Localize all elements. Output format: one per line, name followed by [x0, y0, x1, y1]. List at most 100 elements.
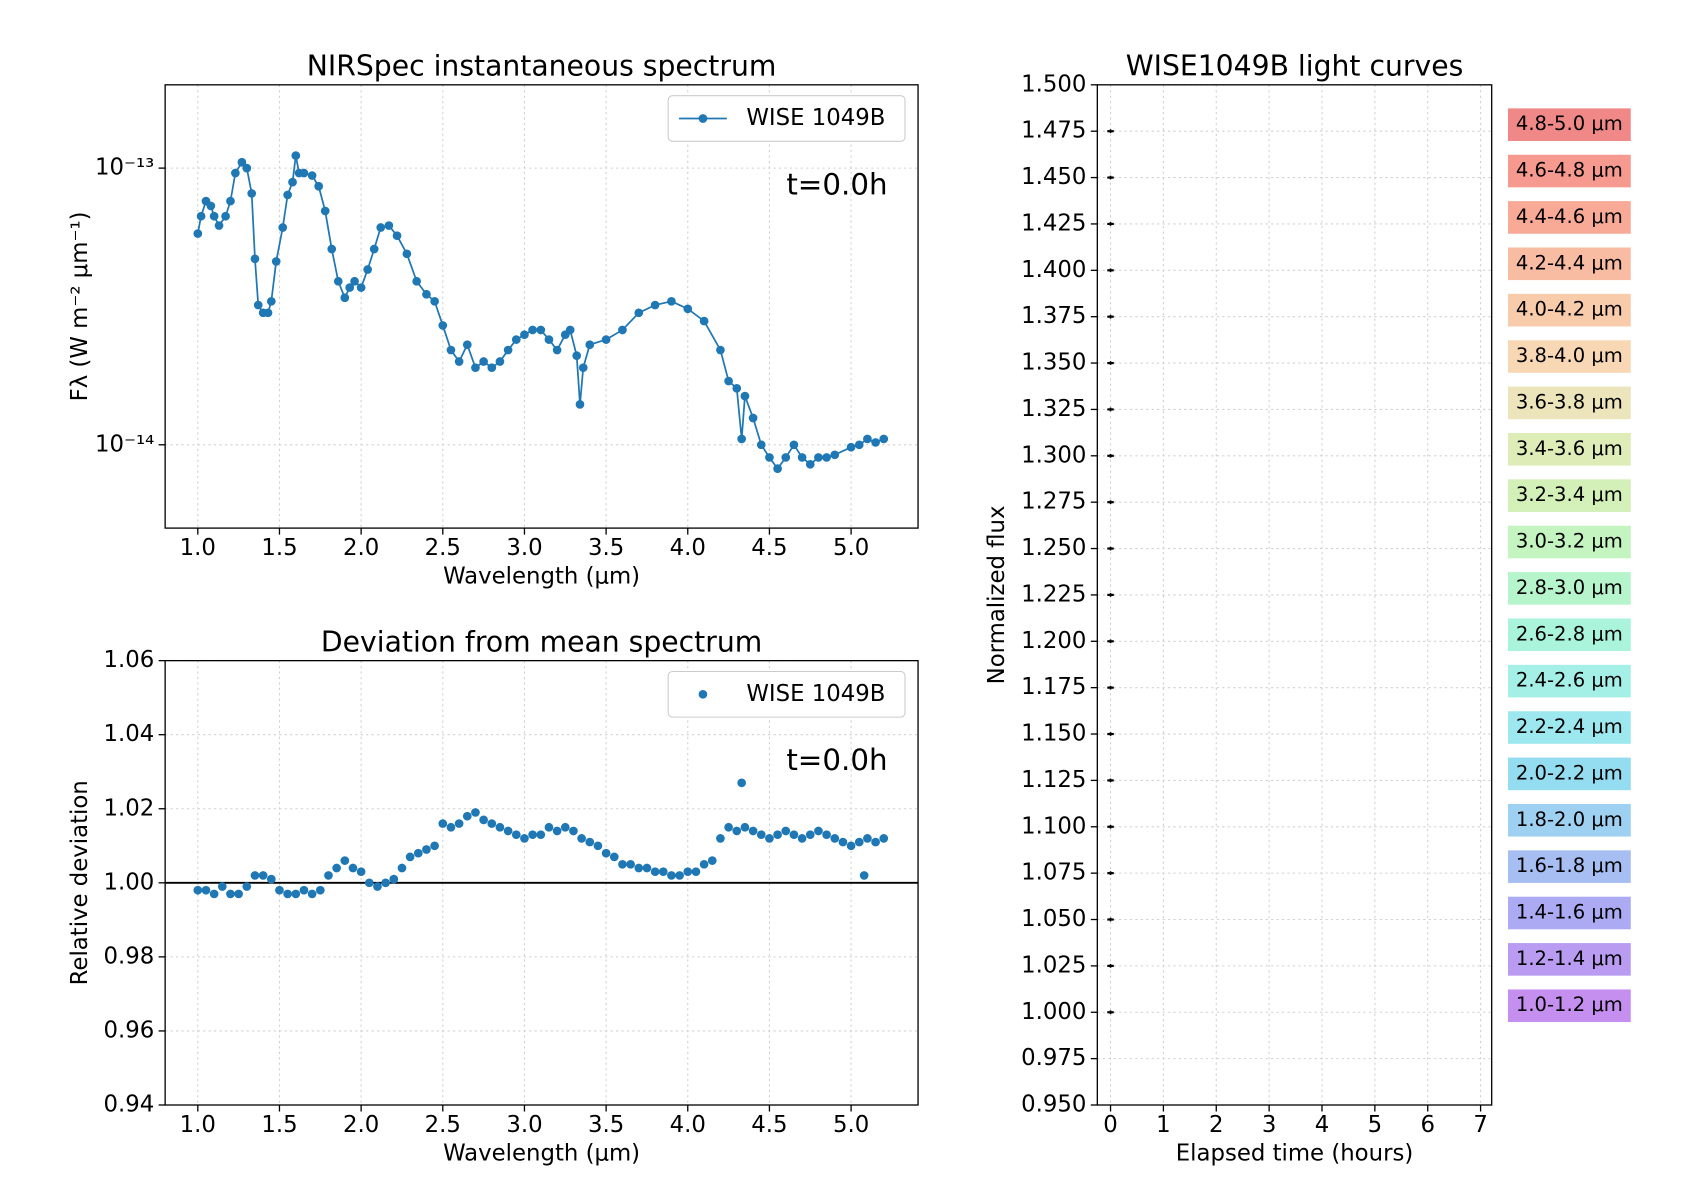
data-point [307, 889, 317, 899]
x-tick-label: 1.5 [261, 1112, 297, 1138]
data-point [503, 826, 513, 836]
band-label: 2.8-3.0 μm [1516, 576, 1623, 599]
data-point [405, 852, 415, 862]
band-label: 4.0-4.2 μm [1516, 298, 1623, 321]
data-point [707, 856, 717, 865]
data-point [683, 867, 693, 877]
y-tick-label: 1.475 [1021, 118, 1086, 144]
band-label-box [1507, 201, 1631, 234]
data-point [413, 848, 423, 858]
x-tick-label: 5.0 [833, 535, 869, 561]
data-point [577, 834, 586, 843]
y-tick-label: 1.150 [1021, 721, 1086, 747]
data-point [618, 859, 627, 869]
data-point [253, 300, 263, 310]
data-point [364, 878, 374, 888]
data-point [544, 822, 554, 832]
band-label-box [1507, 850, 1631, 883]
legend-marker [698, 114, 708, 123]
band-label-box [1507, 618, 1631, 652]
data-point [724, 376, 733, 386]
y-axis-label: Fλ (W m⁻² μm⁻¹) [67, 211, 93, 401]
data-point [634, 308, 644, 318]
x-tick-label: 2 [1209, 1112, 1224, 1138]
data-point [193, 229, 203, 238]
data-point [250, 254, 260, 264]
data-point [324, 871, 333, 880]
data-point [732, 383, 742, 393]
y-tick-label: 0.94 [104, 1092, 155, 1118]
data-point [756, 830, 766, 840]
data-point [667, 871, 676, 880]
data-point [242, 882, 252, 891]
band-label-box [1507, 479, 1631, 512]
x-tick-label: 6 [1420, 1112, 1435, 1138]
data-point [247, 189, 257, 198]
data-point [487, 819, 497, 828]
band-label: 1.2-1.4 μm [1516, 947, 1623, 970]
data-point [231, 168, 240, 178]
data-point [209, 211, 219, 221]
y-tick-label: 1.04 [104, 721, 155, 747]
data-point [438, 819, 448, 828]
x-tick-label: 3 [1262, 1112, 1277, 1138]
x-axis-label: Wavelength (μm) [443, 563, 640, 589]
data-point [797, 834, 807, 843]
band-label: 4.4-4.6 μm [1516, 205, 1623, 228]
data-point [438, 321, 448, 330]
data-point [348, 863, 358, 873]
data-point [859, 871, 869, 880]
data-point [446, 345, 456, 355]
band-label-box [1507, 943, 1631, 976]
data-point [781, 453, 791, 462]
x-tick-label: 3.0 [506, 535, 542, 561]
data-point [814, 453, 823, 462]
legend-box [667, 95, 906, 142]
band-label: 1.8-2.0 μm [1516, 808, 1623, 831]
band-label: 3.2-3.4 μm [1516, 483, 1623, 506]
data-point [863, 834, 872, 843]
band-label-box [1507, 803, 1631, 837]
x-tick-label: 2.5 [425, 1112, 461, 1138]
y-tick-label: 1.075 [1021, 860, 1086, 886]
data-point [797, 453, 807, 462]
data-point [454, 819, 464, 828]
data-point [569, 826, 578, 836]
plot-frame [1096, 84, 1493, 1106]
data-point [446, 822, 456, 832]
data-point [691, 867, 701, 877]
x-axis-label: Wavelength (μm) [443, 1140, 640, 1166]
data-point [511, 830, 521, 840]
y-tick-label: 1.225 [1021, 581, 1086, 607]
y-tick-label: 1.000 [1021, 999, 1086, 1025]
band-label: 4.6-4.8 μm [1516, 159, 1623, 182]
data-point [471, 363, 480, 373]
annotation: t=0.0h [786, 743, 887, 777]
data-point [846, 841, 856, 851]
x-tick-label: 4 [1315, 1112, 1330, 1138]
data-point [805, 459, 815, 469]
chart-title: NIRSpec instantaneous spectrum [307, 49, 777, 82]
data-point [196, 211, 206, 221]
data-point [299, 885, 309, 895]
band-label-box [1507, 664, 1631, 698]
data-point [536, 830, 546, 840]
data-point [879, 434, 889, 444]
data-point [193, 885, 203, 895]
data-point [830, 450, 840, 460]
data-point [650, 300, 660, 310]
y-tick-label: 0.98 [104, 943, 155, 969]
y-tick-label: 1.375 [1021, 303, 1086, 329]
annotation: t=0.0h [786, 167, 887, 201]
data-point [667, 296, 676, 306]
x-tick-label: 2.0 [343, 1112, 379, 1138]
x-tick-label: 5.0 [833, 1112, 869, 1138]
chart-title: WISE1049B light curves [1126, 49, 1464, 82]
data-point [520, 834, 529, 843]
data-point [805, 830, 815, 840]
data-point [781, 826, 791, 836]
data-point [737, 778, 747, 788]
data-point [214, 221, 224, 230]
data-point [234, 889, 243, 899]
data-point [601, 848, 611, 858]
